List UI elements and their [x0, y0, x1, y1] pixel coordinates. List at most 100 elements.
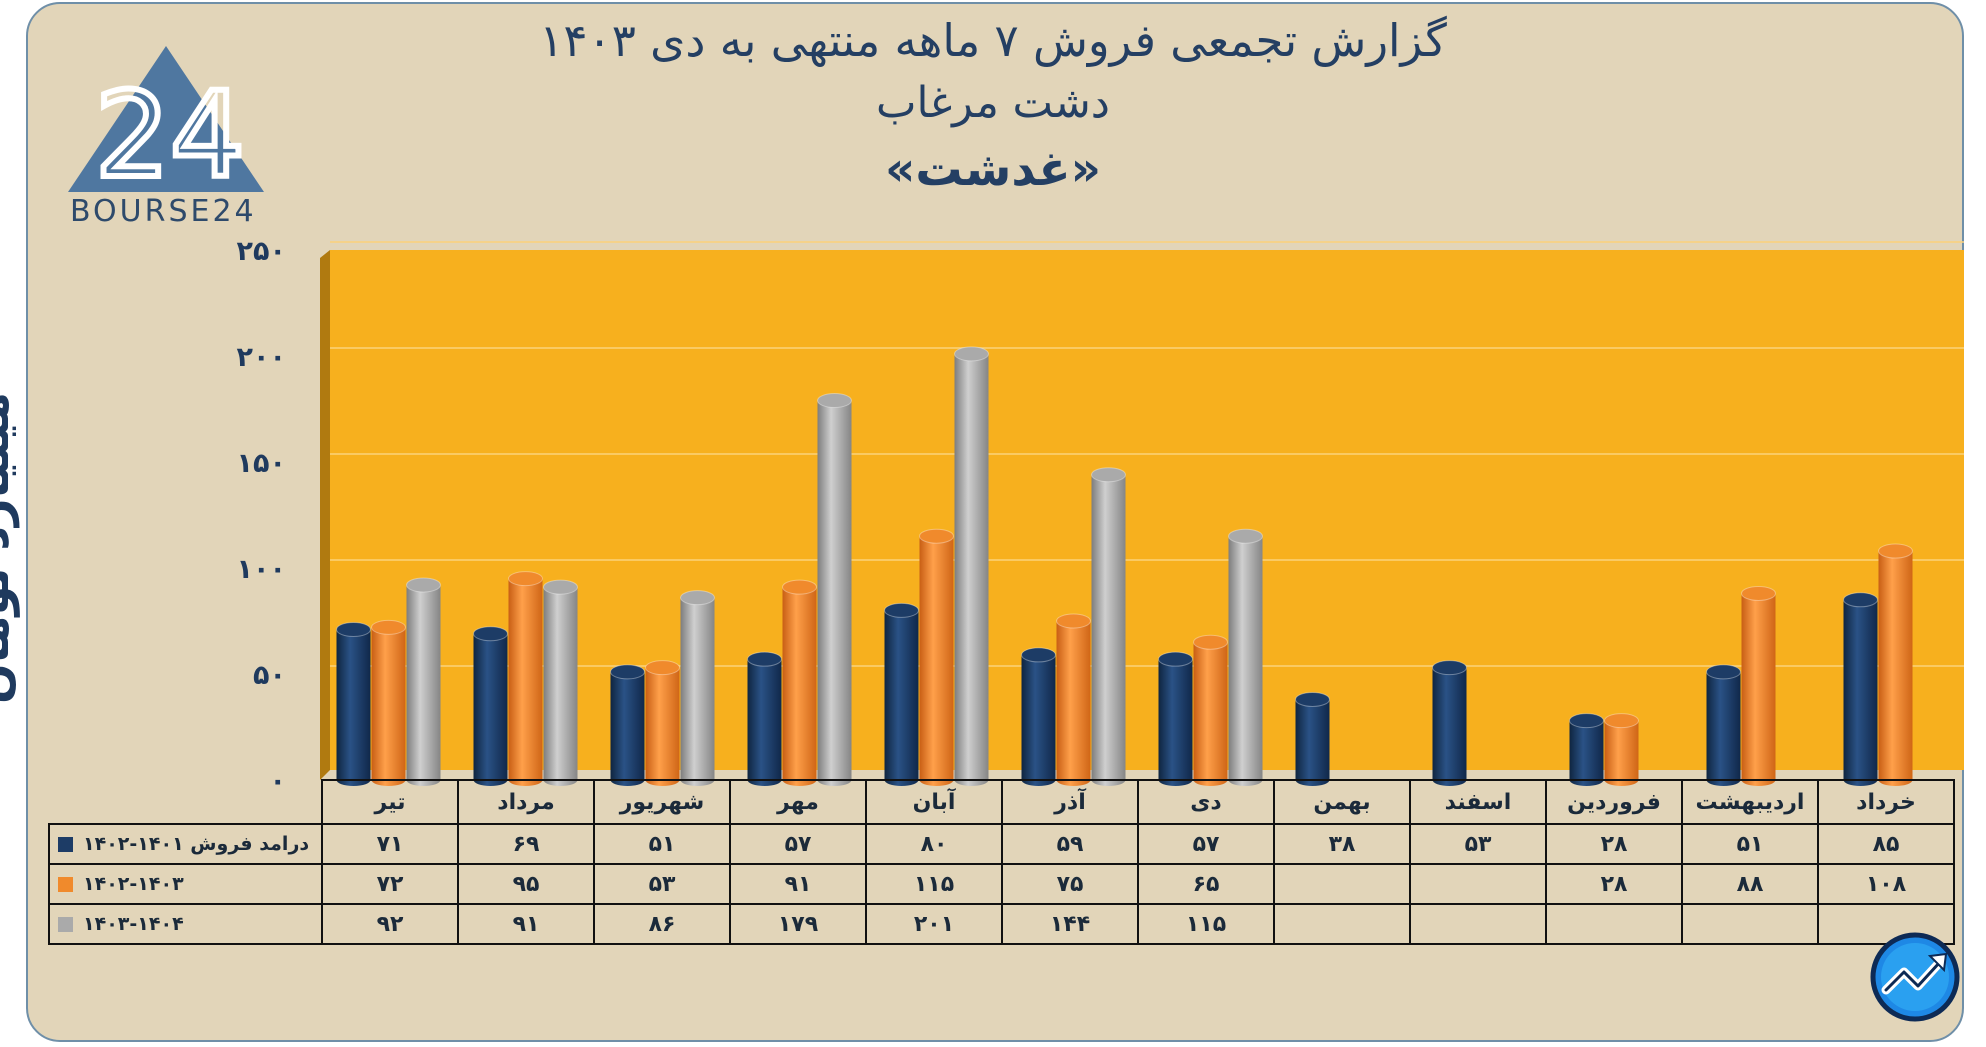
data-label: ۶۹: [457, 823, 595, 865]
data-label: ۸۶: [593, 903, 731, 945]
bar: [473, 626, 508, 786]
bar: [1021, 647, 1056, 786]
data-label: ۱۴۴: [1001, 903, 1139, 945]
data-label: ۵۷: [1137, 823, 1275, 865]
bar: [954, 346, 989, 786]
data-label: [1409, 903, 1547, 945]
legend-entry: ۱۴۰۲-۱۴۰۳: [48, 863, 323, 905]
plot-area: [330, 250, 1964, 770]
series-name: ۱۴۰۳-۱۴۰۴: [83, 913, 184, 935]
bar: [610, 664, 645, 786]
data-label: ۷۱: [321, 823, 459, 865]
bourse24-logo-icon: 24: [68, 46, 264, 207]
data-label: ۱۱۵: [865, 863, 1003, 905]
bar: [1091, 467, 1126, 786]
plot-side-wall: [320, 250, 330, 780]
bar: [406, 577, 441, 786]
bar: [1706, 664, 1741, 786]
bar: [884, 602, 919, 786]
bar: [1056, 613, 1091, 786]
y-tick-label: ۲۰۰: [237, 342, 286, 373]
data-label: ۵۹: [1001, 823, 1139, 865]
grid-lines: [330, 241, 1964, 667]
category-label: شهریور: [593, 779, 731, 825]
y-tick-label: ۲۵۰: [237, 236, 286, 267]
series-name: ۱۴۰۲-۱۴۰۳: [83, 873, 184, 895]
y-tick-label: ۱۰۰: [237, 554, 286, 585]
table-row: ۱۴۰۳-۱۴۰۴ ۹۲ ۹۱ ۸۶ ۱۷۹ ۲۰۱ ۱۴۴ ۱۱۵: [48, 903, 1955, 945]
bar: [1569, 713, 1604, 786]
data-label: ۹۲: [321, 903, 459, 945]
logo-text: BOURSE24: [70, 194, 257, 229]
data-label: [1273, 903, 1411, 945]
data-label: ۹۵: [457, 863, 595, 905]
data-label: ۳۸: [1273, 823, 1411, 865]
bar: [1228, 528, 1263, 786]
report-title: گزارش تجمعی فروش ۷ ماهه منتهی به دی ۱۴۰۳: [539, 14, 1447, 67]
bar: [747, 651, 782, 786]
logo-mark: 24: [95, 66, 245, 204]
table-row: درامد فروش ۱۴۰۱-۱۴۰۲ ۷۱ ۶۹ ۵۱ ۵۷ ۸۰ ۵۹ ۵۷ ۳۸ ۵۳ ۲۸…: [48, 823, 1955, 865]
category-label: تیر: [321, 779, 459, 825]
bar: [782, 579, 817, 786]
category-label: آذر: [1001, 779, 1139, 825]
data-label: ۹۱: [729, 863, 867, 905]
data-label: ۵۷: [729, 823, 867, 865]
bar: [645, 660, 680, 786]
data-label: [1681, 903, 1819, 945]
category-label: مرداد: [457, 779, 595, 825]
bar: [817, 393, 852, 786]
bar: [1604, 713, 1639, 786]
legend-entry: ۱۴۰۳-۱۴۰۴: [48, 903, 323, 945]
category-label: فروردین: [1545, 779, 1683, 825]
data-label: ۷۵: [1001, 863, 1139, 905]
bar: [371, 619, 406, 786]
table-row: ۱۴۰۲-۱۴۰۳ ۷۲ ۹۵ ۵۳ ۹۱ ۱۱۵ ۷۵ ۶۵ ۲۸ ۸۸ ۱۰۸: [48, 863, 1955, 905]
bar: [1843, 592, 1878, 786]
report-subtitle: دشت مرغاب: [876, 78, 1110, 128]
legend-swatch: [58, 877, 73, 892]
bar: [1432, 660, 1467, 786]
data-label: ۱۷۹: [729, 903, 867, 945]
bars: [336, 346, 1913, 786]
data-label: ۵۱: [1681, 823, 1819, 865]
bar: [508, 571, 543, 786]
data-label: ۲۸: [1545, 863, 1683, 905]
category-label: اسفند: [1409, 779, 1547, 825]
bar: [680, 590, 715, 786]
bar: [1158, 651, 1193, 786]
category-label: اردیبهشت: [1681, 779, 1819, 825]
legend-entry: درامد فروش ۱۴۰۱-۱۴۰۲: [48, 823, 323, 865]
data-label: [1545, 903, 1683, 945]
bar: [1295, 691, 1330, 786]
data-label: ۵۱: [593, 823, 731, 865]
data-label: ۸۵: [1817, 823, 1955, 865]
data-label: ۶۵: [1137, 863, 1275, 905]
legend-swatch: [58, 917, 73, 932]
bar: [1193, 634, 1228, 786]
category-label: مهر: [729, 779, 867, 825]
data-label: ۷۲: [321, 863, 459, 905]
data-table: تیر مرداد شهریور مهر آبان آذر دی بهمن اسفند فرورد…: [48, 779, 1955, 945]
data-label: ۱۰۸: [1817, 863, 1955, 905]
data-label: ۵۳: [593, 863, 731, 905]
data-label: ۵۳: [1409, 823, 1547, 865]
data-label: ۲۰۱: [865, 903, 1003, 945]
category-label: خرداد: [1817, 779, 1955, 825]
category-label: دی: [1137, 779, 1275, 825]
data-label: ۸۸: [1681, 863, 1819, 905]
data-label: [1273, 863, 1411, 905]
data-label: ۸۰: [865, 823, 1003, 865]
legend-swatch: [58, 837, 73, 852]
bar: [1741, 585, 1776, 786]
data-label: ۱۱۵: [1137, 903, 1275, 945]
y-tick-label: ۵۰: [253, 660, 286, 691]
category-label: بهمن: [1273, 779, 1411, 825]
table-corner: [49, 780, 323, 825]
bar: [336, 621, 371, 786]
bar: [1878, 543, 1913, 786]
data-label: ۲۸: [1545, 823, 1683, 865]
trend-arrow-icon: [1870, 932, 1960, 1022]
